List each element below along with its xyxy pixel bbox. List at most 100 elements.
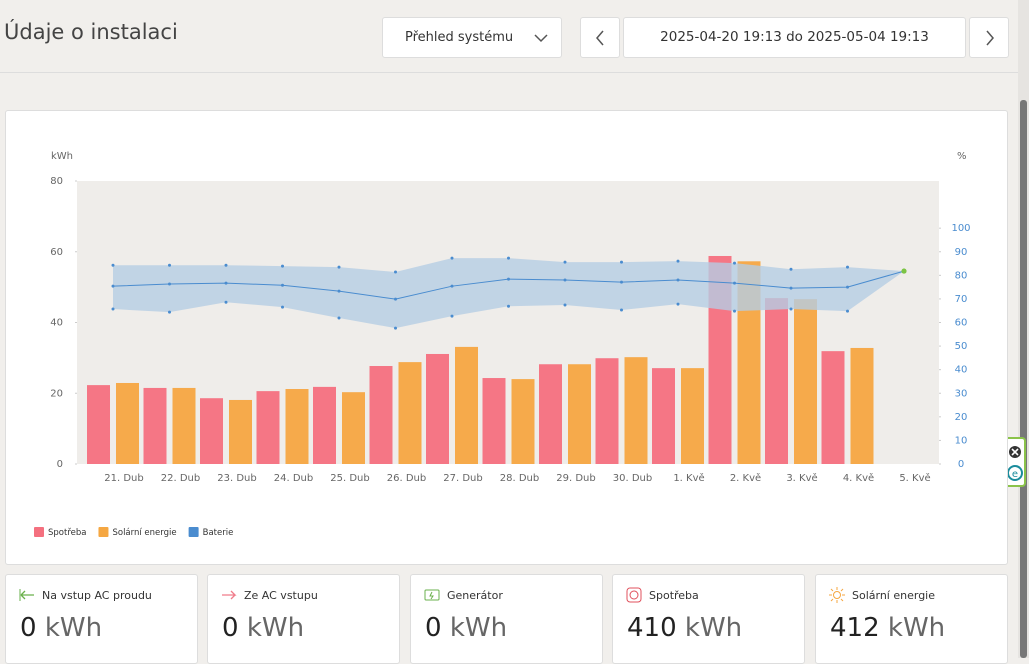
card-title: Generátor — [447, 589, 503, 602]
card-value: 0 — [20, 613, 37, 643]
x-tick-label: 25. Dub — [330, 473, 369, 484]
legend-label: Baterie — [203, 528, 234, 538]
bar — [200, 398, 223, 464]
card-title: Na vstup AC proudu — [42, 589, 152, 602]
y2-tick-label: 30 — [955, 388, 968, 399]
y2-tick-label: 40 — [955, 365, 968, 376]
bar — [87, 385, 110, 464]
y2-tick-label: 20 — [955, 412, 968, 423]
card-value-row: 0 kWh — [222, 613, 304, 643]
x-tick-label: 27. Dub — [443, 473, 482, 484]
chevron — [534, 34, 548, 43]
bar — [172, 387, 196, 464]
view-select-text: Přehled systému — [405, 30, 514, 45]
divider — [0, 72, 1018, 73]
scrollbar[interactable] — [1018, 0, 1029, 658]
page-title: Údaje o instalaci — [4, 20, 178, 44]
y-tick-label: 80 — [50, 176, 63, 187]
summary-card: Spotřeba 410 kWh — [612, 574, 805, 664]
card-icon — [829, 587, 845, 603]
card-value: 0 — [425, 613, 442, 643]
battery-point — [507, 256, 510, 260]
bar — [652, 368, 675, 464]
battery-point — [676, 302, 680, 306]
bar — [455, 346, 478, 464]
bar — [821, 351, 845, 464]
card-title: Spotřeba — [649, 589, 699, 602]
legend-label: Spotřeba — [48, 528, 86, 538]
legend-swatch — [98, 527, 109, 537]
bar — [765, 298, 788, 464]
bar — [539, 364, 562, 464]
battery-point — [901, 268, 907, 274]
y-axis-label: kWh — [51, 151, 73, 162]
y-tick-label: 60 — [50, 247, 63, 258]
y2-axis-label: % — [957, 151, 967, 162]
bar — [143, 387, 167, 464]
x-tick-label: 1. Kvě — [673, 472, 704, 484]
card-value: 410 — [627, 613, 677, 643]
summary-card: Solární energie 412 kWh — [815, 574, 1008, 664]
battery-point — [111, 263, 115, 267]
card-value-row: 412 kWh — [830, 613, 945, 643]
y-tick-label: 0 — [57, 459, 63, 470]
y-tick-label: 40 — [50, 318, 63, 329]
battery-point — [168, 263, 171, 267]
card-value-row: 410 kWh — [627, 613, 742, 643]
bar — [482, 378, 506, 464]
next-button[interactable] — [969, 17, 1009, 58]
view-select[interactable]: Přehled systému — [382, 17, 562, 58]
battery-point — [846, 265, 849, 269]
x-tick-label: 3. Kvě — [786, 472, 817, 484]
card-icon — [222, 590, 237, 600]
card-unit: kWh — [684, 613, 743, 643]
battery-point — [111, 284, 115, 288]
battery-point — [507, 304, 510, 308]
bar — [285, 389, 309, 464]
battery-point — [281, 264, 284, 268]
card-unit: kWh — [887, 613, 946, 643]
bar — [313, 386, 336, 464]
y2-tick-label: 70 — [955, 294, 968, 305]
battery-point — [394, 326, 397, 330]
x-tick-label: 30. Dub — [613, 473, 652, 484]
battery-point — [563, 278, 567, 282]
battery-point — [676, 259, 680, 263]
chart: kWh % 0 20 40 60 80 0 10 20 30 40 50 60 70 80 90 100 21.… — [34, 151, 971, 538]
prev-button[interactable] — [580, 17, 620, 58]
battery-point — [846, 309, 849, 313]
y2-tick-label: 60 — [955, 318, 968, 329]
battery-point — [620, 308, 623, 312]
battery-point — [563, 303, 567, 307]
bar — [342, 392, 365, 464]
x-tick-label: 2. Kvě — [730, 472, 761, 484]
chart-card: kWh % 0 20 40 60 80 0 10 20 30 40 50 60 70 80 90 100 21.… — [5, 110, 1008, 565]
x-tick-label: 23. Dub — [217, 473, 256, 484]
battery-point — [224, 281, 228, 285]
battery-point — [337, 316, 341, 320]
battery-point — [224, 263, 228, 267]
card-value-row: 0 kWh — [20, 613, 102, 643]
battery-point — [620, 260, 623, 264]
battery-point — [789, 307, 793, 311]
battery-point — [733, 309, 736, 313]
card-icon — [626, 587, 642, 603]
x-tick-label: 29. Dub — [556, 473, 595, 484]
battery-point — [450, 314, 454, 318]
bar — [595, 358, 619, 464]
summary-card: Na vstup AC proudu 0 kWh — [5, 574, 198, 664]
battery-point — [450, 256, 454, 260]
card-value-row: 0 kWh — [425, 613, 507, 643]
x-tick-label: 4. Kvě — [843, 472, 874, 484]
card-value: 412 — [830, 613, 880, 643]
battery-point — [507, 277, 510, 281]
bar — [256, 391, 280, 464]
bar — [398, 362, 422, 464]
summary-card: Ze AC vstupu 0 kWh — [207, 574, 400, 664]
battery-point — [620, 280, 623, 284]
legend-swatch — [34, 527, 44, 537]
legend-label: Solární energie — [112, 528, 176, 538]
svg-text:e: e — [1012, 469, 1018, 480]
date-range[interactable]: 2025-04-20 19:13 do 2025-05-04 19:13 — [623, 17, 966, 58]
